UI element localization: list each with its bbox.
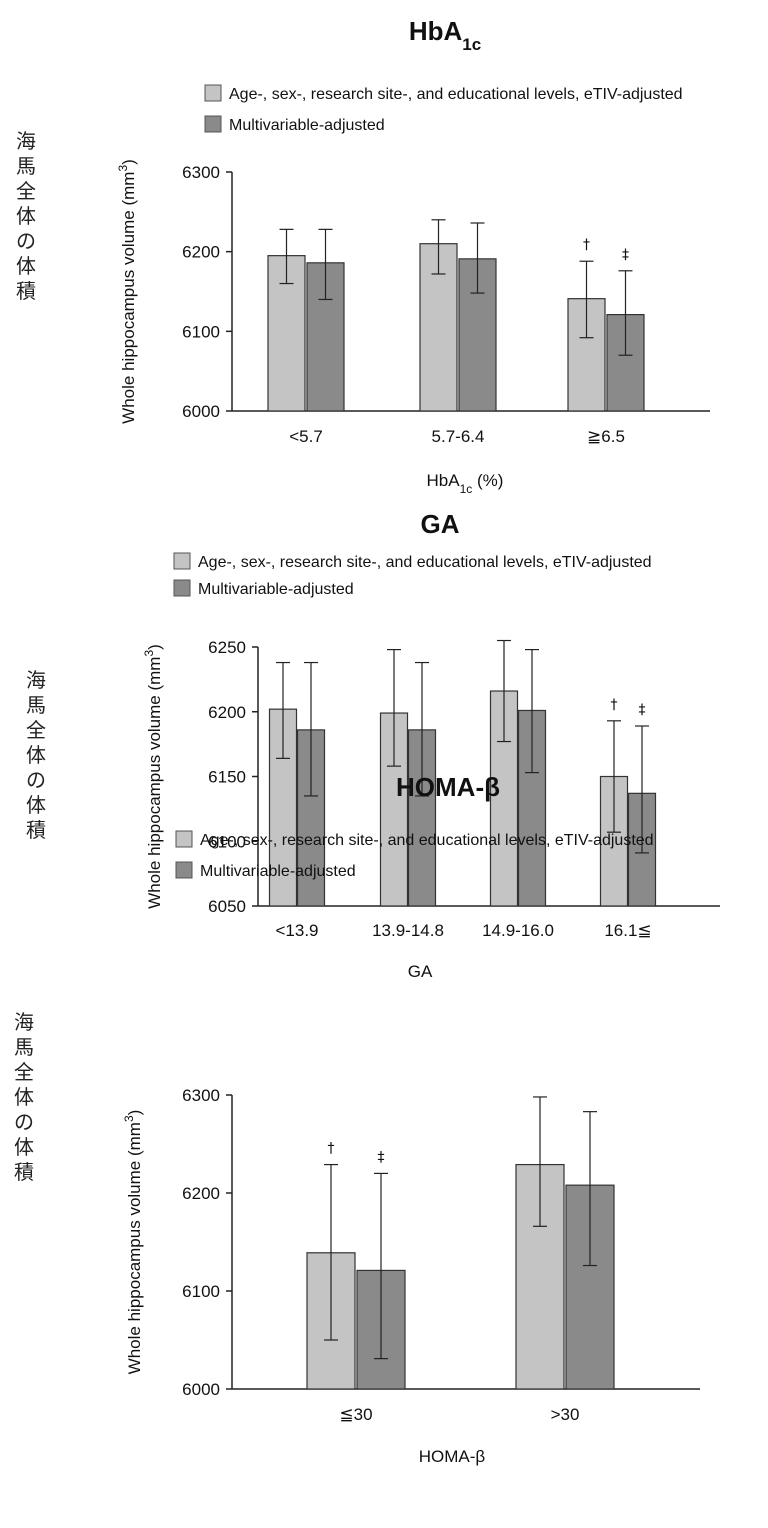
side-label-char: 全 — [26, 718, 46, 742]
side-label-char: 馬 — [16, 154, 36, 178]
legend-swatch-1 — [204, 84, 222, 102]
chart-title: HOMA-β — [396, 772, 500, 802]
side-label-char: 体 — [14, 1085, 34, 1109]
y-axis-label: Whole hippocampus volume (mm3) — [122, 1110, 144, 1375]
side-label-char: の — [26, 768, 46, 792]
side-label-char: の — [16, 229, 36, 253]
y-tick-label: 6300 — [182, 1086, 220, 1105]
y-tick-label: 6300 — [182, 163, 220, 182]
y-tick-label: 6100 — [182, 322, 220, 341]
y-tick-label: 6100 — [208, 832, 246, 851]
y-tick-label: 6000 — [182, 1380, 220, 1399]
legend-label-1: Age-, sex-, research site-, and educatio… — [198, 554, 652, 571]
legend-swatch-1 — [175, 830, 193, 848]
significance-mark: † — [611, 697, 618, 713]
category-label: 16.1≦ — [604, 921, 651, 940]
x-axis-label: HbA1c (%) — [427, 471, 504, 496]
side-label-char: 積 — [14, 1160, 34, 1184]
category-label: 13.9-14.8 — [372, 921, 444, 940]
category-label: <5.7 — [289, 427, 323, 446]
legend-label-2: Multivariable-adjusted — [229, 117, 385, 134]
side-label-char: 体 — [26, 743, 46, 767]
legend-label-2: Multivariable-adjusted — [200, 863, 356, 880]
significance-mark: ‡ — [622, 247, 629, 263]
significance-mark: † — [328, 1141, 335, 1157]
legend-swatch-2 — [175, 861, 193, 879]
chart-title: HbA1c — [409, 16, 481, 54]
chart-title: GA — [421, 509, 460, 539]
side-label-char: 海 — [14, 1010, 34, 1034]
legend-label-1: Age-, sex-, research site-, and educatio… — [229, 86, 683, 103]
y-tick-label: 6100 — [182, 1282, 220, 1301]
x-axis-label: GA — [408, 962, 433, 981]
side-label-char: 積 — [16, 279, 36, 303]
significance-mark: ‡ — [639, 702, 646, 718]
category-label: ≧6.5 — [587, 427, 625, 446]
side-label-char: 全 — [16, 179, 36, 203]
side-label-char: 馬 — [14, 1035, 34, 1059]
y-axis-label: Whole hippocampus volume (mm3) — [116, 159, 138, 424]
legend-swatch-2 — [173, 579, 191, 597]
side-label-char: の — [14, 1110, 34, 1134]
significance-mark: ‡ — [378, 1149, 385, 1165]
side-label-char: 体 — [16, 254, 36, 278]
y-tick-label: 6200 — [182, 1184, 220, 1203]
y-axis-label: Whole hippocampus volume (mm3) — [142, 644, 164, 909]
legend-swatch-2 — [204, 115, 222, 133]
y-tick-label: 6050 — [208, 897, 246, 916]
side-label-char: 海 — [26, 668, 46, 692]
y-tick-label: 6000 — [182, 402, 220, 421]
side-label-char: 馬 — [26, 693, 46, 717]
significance-mark: † — [583, 237, 590, 253]
side-label-char: 体 — [14, 1135, 34, 1159]
legend-label-1: Age-, sex-, research site-, and educatio… — [200, 832, 654, 849]
category-label: 14.9-16.0 — [482, 921, 554, 940]
side-label-char: 全 — [14, 1060, 34, 1084]
side-label-char: 体 — [16, 204, 36, 228]
category-label: >30 — [551, 1405, 580, 1424]
legend-swatch-1 — [173, 552, 191, 570]
category-label: ≦30 — [339, 1405, 372, 1424]
x-axis-label: HOMA-β — [419, 1447, 486, 1466]
y-tick-label: 6150 — [208, 768, 246, 787]
side-label-char: 海 — [16, 129, 36, 153]
y-tick-label: 6200 — [208, 703, 246, 722]
category-label: <13.9 — [275, 921, 318, 940]
category-label: 5.7-6.4 — [432, 427, 485, 446]
legend-label-2: Multivariable-adjusted — [198, 581, 354, 598]
y-tick-label: 6250 — [208, 638, 246, 657]
side-label-char: 積 — [26, 818, 46, 842]
y-tick-label: 6200 — [182, 243, 220, 262]
side-label-char: 体 — [26, 793, 46, 817]
